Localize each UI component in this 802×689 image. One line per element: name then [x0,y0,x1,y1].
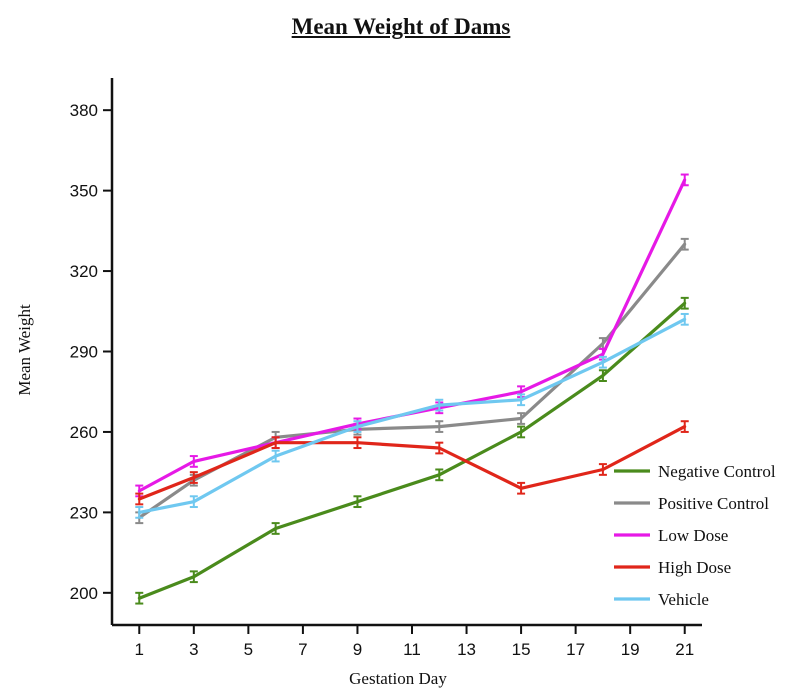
data-point [601,374,605,378]
data-point [137,510,141,514]
x-tick-label: 11 [403,640,421,659]
legend-label-low-dose: Low Dose [658,526,728,545]
data-point [683,301,687,305]
y-axis-title: Mean Weight [15,304,34,396]
y-tick-label: 380 [70,101,98,120]
data-point [519,398,523,402]
data-point [437,425,441,429]
x-tick-label: 5 [244,640,253,659]
x-tick-label: 7 [298,640,307,659]
data-point [437,446,441,450]
series-high-dose [135,420,689,506]
legend-label-high-dose: High Dose [658,558,731,577]
x-tick-label: 17 [566,640,585,659]
y-tick-label: 260 [70,423,98,442]
data-point [601,360,605,364]
data-point [355,441,359,445]
data-point [683,425,687,429]
series-line-low-dose [138,179,687,493]
data-point [683,317,687,321]
data-point [137,489,141,493]
legend: Negative Control Positive Control Low Dose… [614,462,776,609]
data-point [437,473,441,477]
series-low-dose [135,173,689,498]
series-negative-control [135,296,689,605]
data-point [192,575,196,579]
data-point [355,425,359,429]
data-point [601,467,605,471]
y-tick-label: 290 [70,343,98,362]
series-vehicle [135,312,689,519]
y-tick-label: 230 [70,503,98,522]
data-point [192,476,196,480]
y-tick-label: 200 [70,584,98,603]
data-point [519,417,523,421]
data-point [683,178,687,182]
x-tick-label: 1 [135,640,144,659]
legend-label-vehicle: Vehicle [658,590,709,609]
data-point [519,430,523,434]
x-tick-label: 3 [189,640,198,659]
data-point [355,500,359,504]
data-point [601,352,605,356]
data-point [601,341,605,345]
data-point [192,500,196,504]
data-point [274,526,278,530]
data-point [274,441,278,445]
x-tick-label: 9 [353,640,362,659]
data-point [137,497,141,501]
chart-title: Mean Weight of Dams [291,14,511,39]
x-tick-label: 13 [457,640,476,659]
data-point [519,390,523,394]
y-tick-label: 350 [70,182,98,201]
data-point [192,459,196,463]
series-line-vehicle [138,317,686,514]
x-tick-label: 21 [675,640,694,659]
data-point [683,242,687,246]
series-line-high-dose [138,425,686,501]
series-group [135,173,689,605]
legend-label-positive-control: Positive Control [658,494,769,513]
data-point [519,486,523,490]
x-tick-label: 15 [512,640,531,659]
data-point [137,596,141,600]
data-point [274,454,278,458]
x-tick-label: 19 [621,640,640,659]
legend-label-negative-control: Negative Control [658,462,776,481]
x-axis-title: Gestation Day [349,669,447,688]
series-line-negative-control [138,302,686,600]
data-point [437,403,441,407]
y-tick-label: 320 [70,262,98,281]
